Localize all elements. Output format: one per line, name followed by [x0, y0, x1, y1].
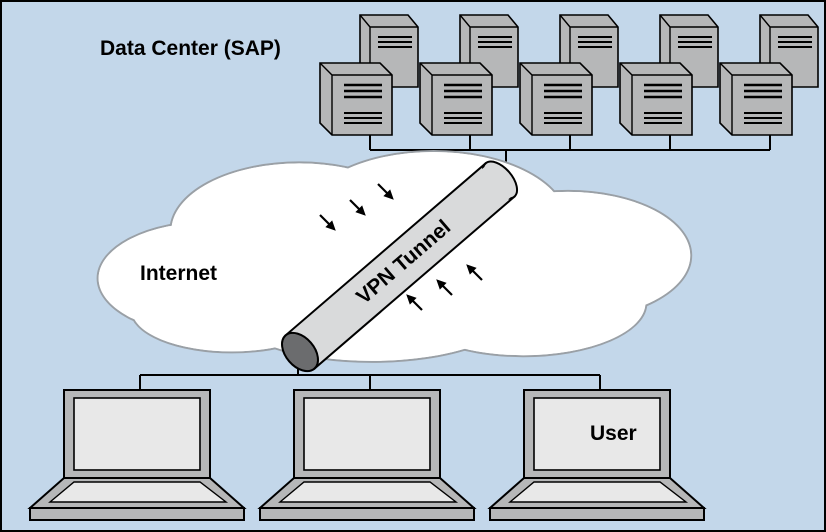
datacenter-label: Data Center (SAP)	[100, 37, 281, 60]
user-label: User	[590, 422, 637, 445]
internet-label: Internet	[140, 262, 217, 285]
